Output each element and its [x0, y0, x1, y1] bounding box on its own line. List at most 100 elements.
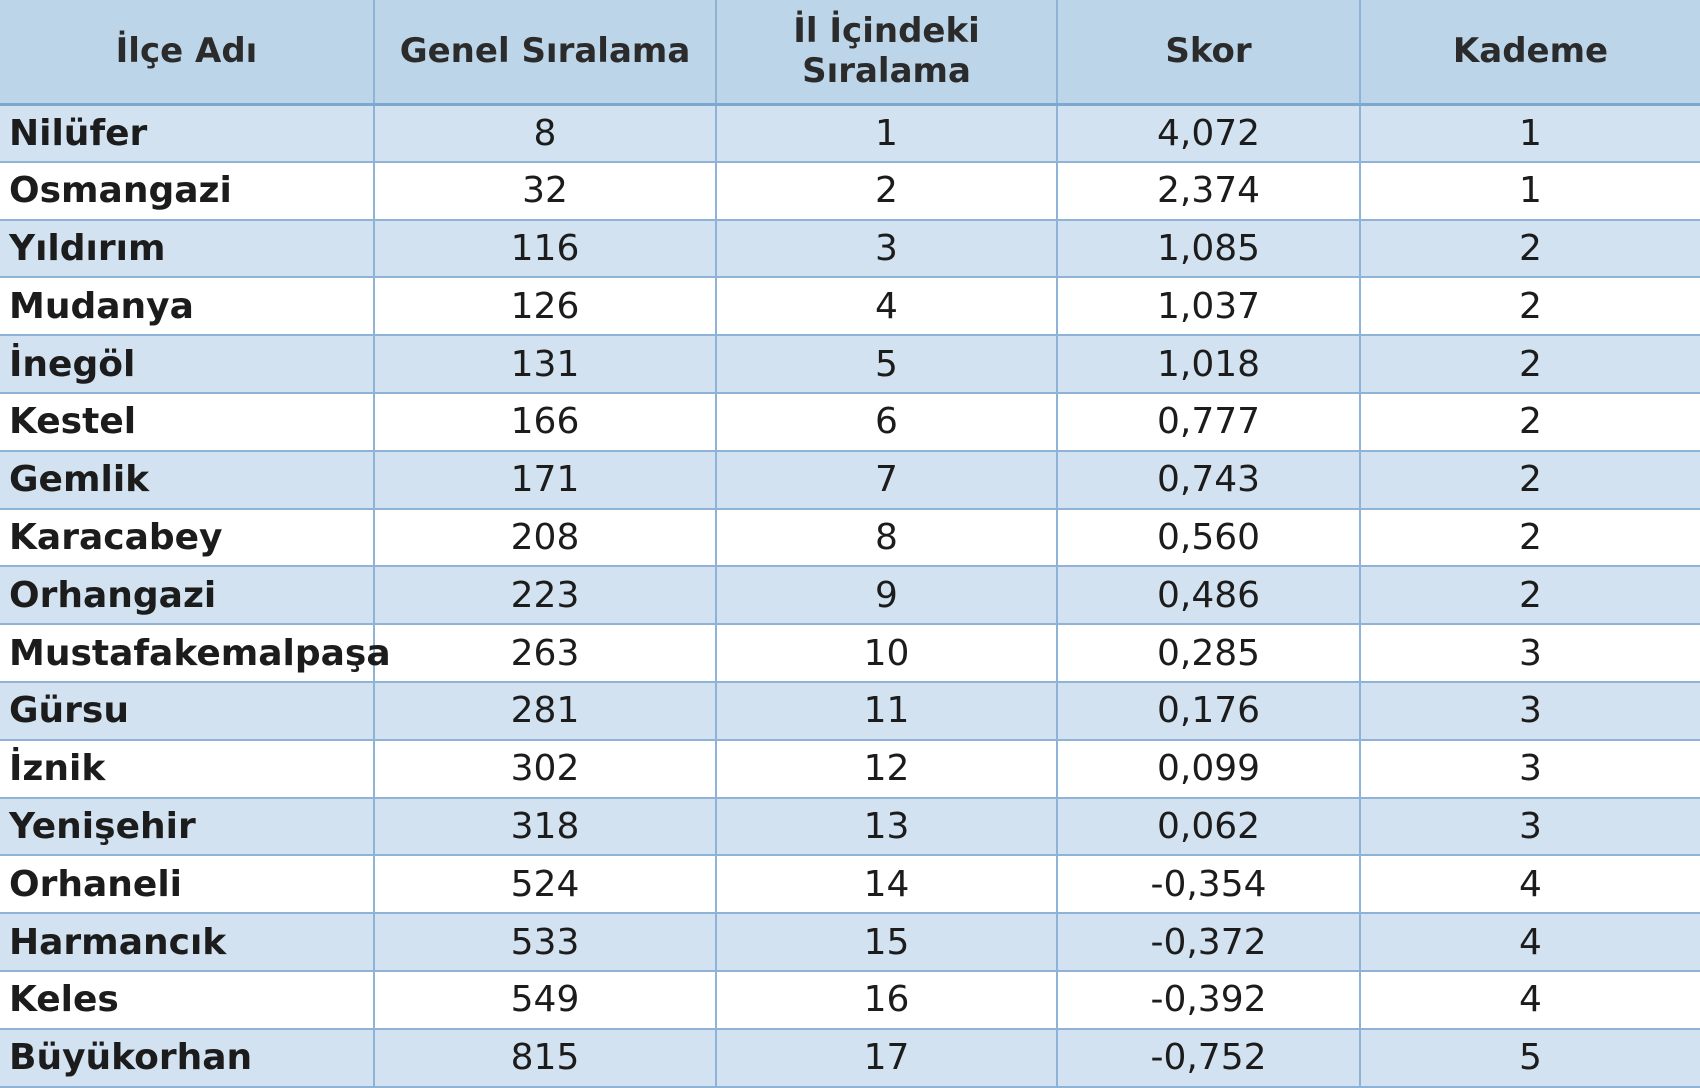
table-row: Gemlik 171 7 0,743 2	[0, 450, 1700, 510]
header-district: İlçe Adı	[0, 0, 375, 106]
cell-provincial-rank: 12	[716, 739, 1058, 799]
cell-tier: 3	[1360, 797, 1700, 857]
header-provincial-rank-line1: İl İçindeki	[793, 11, 980, 52]
cell-tier: 2	[1360, 335, 1700, 394]
cell-score: -0,372	[1057, 913, 1361, 972]
table-row: Mustafakemalpaşa 263 10 0,285 3	[0, 624, 1700, 683]
cell-tier: 4	[1360, 970, 1700, 1030]
cell-district: İznik	[0, 739, 375, 799]
cell-provincial-rank: 17	[716, 1028, 1058, 1088]
cell-tier: 4	[1360, 855, 1700, 915]
table-row: Mudanya 126 4 1,037 2	[0, 277, 1700, 337]
cell-provincial-rank: 7	[716, 450, 1058, 510]
cell-provincial-rank: 9	[716, 566, 1058, 626]
cell-general-rank: 524	[374, 855, 717, 915]
cell-general-rank: 32	[374, 161, 717, 221]
cell-general-rank: 8	[374, 104, 717, 163]
cell-score: -0,354	[1057, 855, 1361, 915]
cell-score: 1,018	[1057, 335, 1361, 394]
header-general-rank: Genel Sıralama	[374, 0, 717, 106]
cell-provincial-rank: 15	[716, 913, 1058, 972]
table-row: Karacabey 208 8 0,560 2	[0, 508, 1700, 568]
cell-provincial-rank: 8	[716, 508, 1058, 568]
table-body: Nilüfer 8 1 4,072 1 Osmangazi 32 2 2,374 1 Yıldırı…	[0, 104, 1700, 1088]
cell-score: 4,072	[1057, 104, 1361, 163]
cell-provincial-rank: 16	[716, 970, 1058, 1030]
cell-provincial-rank: 1	[716, 104, 1058, 163]
cell-district: Gürsu	[0, 681, 375, 741]
cell-provincial-rank: 5	[716, 335, 1058, 394]
cell-score: 0,099	[1057, 739, 1361, 799]
cell-district: Nilüfer	[0, 104, 375, 163]
cell-general-rank: 126	[374, 277, 717, 337]
table-row: İnegöl 131 5 1,018 2	[0, 335, 1700, 394]
cell-tier: 4	[1360, 913, 1700, 972]
cell-district: Karacabey	[0, 508, 375, 568]
cell-district: Orhangazi	[0, 566, 375, 626]
cell-score: 0,777	[1057, 392, 1361, 452]
cell-provincial-rank: 14	[716, 855, 1058, 915]
cell-district: Keles	[0, 970, 375, 1030]
header-score: Skor	[1057, 0, 1361, 106]
cell-general-rank: 533	[374, 913, 717, 972]
cell-tier: 2	[1360, 450, 1700, 510]
cell-district: Mustafakemalpaşa	[0, 624, 391, 683]
cell-general-rank: 223	[374, 566, 717, 626]
cell-district: Harmancık	[0, 913, 375, 972]
cell-general-rank: 116	[374, 219, 717, 279]
cell-tier: 2	[1360, 566, 1700, 626]
table-row: Harmancık 533 15 -0,372 4	[0, 913, 1700, 972]
table-row: Orhangazi 223 9 0,486 2	[0, 566, 1700, 626]
cell-tier: 1	[1360, 161, 1700, 221]
cell-score: -0,392	[1057, 970, 1361, 1030]
cell-provincial-rank: 11	[716, 681, 1058, 741]
cell-district: Orhaneli	[0, 855, 375, 915]
table-row: Yıldırım 116 3 1,085 2	[0, 219, 1700, 279]
table-row: Orhaneli 524 14 -0,354 4	[0, 855, 1700, 915]
cell-tier: 2	[1360, 277, 1700, 337]
cell-district: Mudanya	[0, 277, 375, 337]
table-header: İlçe Adı Genel Sıralama İl İçindeki Sıra…	[0, 0, 1700, 106]
cell-tier: 2	[1360, 392, 1700, 452]
table-row: Keles 549 16 -0,392 4	[0, 970, 1700, 1030]
cell-district: Yıldırım	[0, 219, 375, 279]
cell-district: Kestel	[0, 392, 375, 452]
table-row: Nilüfer 8 1 4,072 1	[0, 104, 1700, 163]
cell-general-rank: 171	[374, 450, 717, 510]
cell-score: 1,085	[1057, 219, 1361, 279]
cell-general-rank: 318	[374, 797, 717, 857]
cell-score: 2,374	[1057, 161, 1361, 221]
cell-score: 0,486	[1057, 566, 1361, 626]
cell-tier: 2	[1360, 219, 1700, 279]
cell-general-rank: 815	[374, 1028, 717, 1088]
cell-provincial-rank: 6	[716, 392, 1058, 452]
cell-general-rank: 208	[374, 508, 717, 568]
cell-tier: 2	[1360, 508, 1700, 568]
header-tier: Kademe	[1360, 0, 1700, 106]
cell-score: 0,560	[1057, 508, 1361, 568]
cell-district: İnegöl	[0, 335, 375, 394]
cell-district: Gemlik	[0, 450, 375, 510]
cell-score: 0,743	[1057, 450, 1361, 510]
cell-provincial-rank: 10	[716, 624, 1058, 683]
cell-provincial-rank: 3	[716, 219, 1058, 279]
header-provincial-rank: İl İçindeki Sıralama	[716, 0, 1058, 106]
cell-tier: 3	[1360, 739, 1700, 799]
cell-tier: 3	[1360, 681, 1700, 741]
cell-provincial-rank: 4	[716, 277, 1058, 337]
table-row: Büyükorhan 815 17 -0,752 5	[0, 1028, 1700, 1088]
cell-district: Büyükorhan	[0, 1028, 375, 1088]
cell-score: 0,062	[1057, 797, 1361, 857]
cell-score: -0,752	[1057, 1028, 1361, 1088]
table-row: Kestel 166 6 0,777 2	[0, 392, 1700, 452]
cell-score: 0,285	[1057, 624, 1361, 683]
table-row: Yenişehir 318 13 0,062 3	[0, 797, 1700, 857]
table-row: Osmangazi 32 2 2,374 1	[0, 161, 1700, 221]
cell-general-rank: 549	[374, 970, 717, 1030]
cell-tier: 1	[1360, 104, 1700, 163]
cell-district: Yenişehir	[0, 797, 375, 857]
cell-tier: 5	[1360, 1028, 1700, 1088]
header-provincial-rank-line2: Sıralama	[802, 51, 971, 92]
